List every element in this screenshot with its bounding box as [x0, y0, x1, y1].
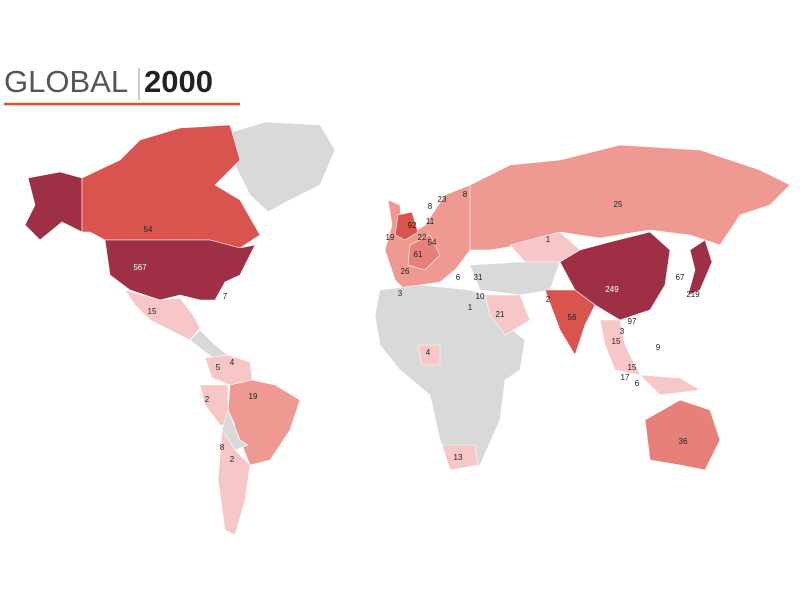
country-label: 15: [148, 307, 157, 316]
country-label: 10: [476, 292, 485, 301]
australia: [644, 399, 721, 471]
country-label: 1: [468, 303, 473, 312]
country-label: 5: [216, 363, 221, 372]
country-label: 22: [418, 233, 427, 242]
india: [544, 289, 596, 356]
country-label: 249: [605, 285, 619, 294]
uk: [394, 211, 419, 241]
countries: [24, 121, 791, 536]
country-label: 61: [414, 250, 423, 259]
country-label: 15: [628, 363, 637, 372]
country-label: 2: [230, 455, 235, 464]
chile-argentina: [217, 429, 251, 536]
south-africa: [441, 444, 479, 471]
canada: [81, 124, 261, 249]
country-label: 17: [621, 373, 630, 382]
country-label: 3: [398, 289, 403, 298]
country-label: 15: [612, 337, 621, 346]
country-label: 97: [628, 317, 637, 326]
japan: [687, 239, 713, 296]
country-label: 31: [474, 273, 483, 282]
country-label: 25: [614, 200, 623, 209]
title-bold: 2000: [144, 64, 213, 99]
france-germany: [407, 234, 441, 271]
country-label: 567: [133, 263, 147, 272]
country-label: 2: [205, 395, 210, 404]
mexico: [124, 289, 201, 341]
nigeria: [417, 344, 441, 366]
title-light: GLOBAL: [4, 64, 128, 99]
country-label: 8: [463, 190, 468, 199]
country-label: 6: [456, 273, 461, 282]
country-label: 54: [144, 225, 153, 234]
country-label: 56: [568, 313, 577, 322]
country-label: 54: [428, 238, 437, 247]
country-label: 4: [426, 348, 431, 357]
country-label: 19: [386, 233, 395, 242]
country-label: 67: [676, 273, 685, 282]
country-label: 19: [249, 392, 258, 401]
country-label: 6: [635, 379, 640, 388]
saudi-arabia: [484, 294, 531, 336]
colombia-venezuela: [204, 354, 253, 386]
country-label: 1: [546, 235, 551, 244]
russia: [469, 144, 791, 251]
greenland: [221, 121, 336, 213]
country-label: 7: [223, 292, 228, 301]
brazil: [227, 379, 301, 466]
country-label: 21: [496, 310, 505, 319]
country-label: 4: [230, 358, 235, 367]
country-label: 13: [454, 453, 463, 462]
country-label: 8: [220, 443, 225, 452]
alaska: [24, 171, 83, 241]
country-label: 2: [546, 295, 551, 304]
country-label: 23: [438, 195, 447, 204]
country-label: 92: [408, 221, 417, 230]
usa: [104, 239, 256, 301]
country-label: 8: [428, 202, 433, 211]
country-label: 9: [656, 343, 661, 352]
country-label: 11: [426, 217, 435, 226]
country-label: 219: [686, 290, 700, 299]
indonesia: [639, 374, 701, 396]
country-label: 26: [401, 267, 410, 276]
country-label: 3: [620, 327, 625, 336]
country-label: 36: [679, 437, 688, 446]
